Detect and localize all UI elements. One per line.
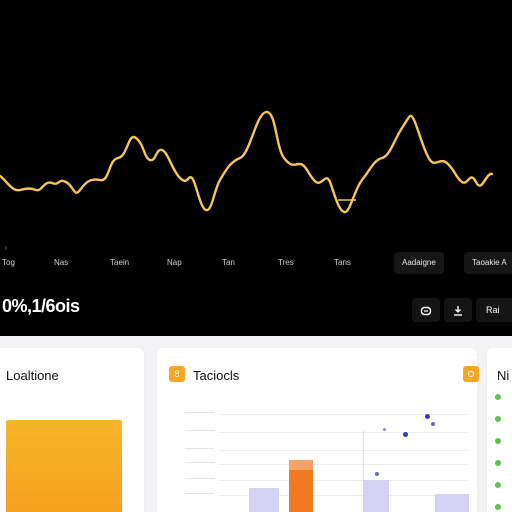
status-dot [495,482,501,488]
status-dot [495,460,501,466]
trend-line-chart [0,110,494,250]
gridline [219,480,467,481]
card-right-title: Ni [497,368,510,383]
card-left: Loaltione [0,348,144,512]
status-dot [495,416,501,422]
status-dot [495,438,501,444]
x-label: Taein [110,258,130,267]
gridline [219,450,467,451]
gridline [219,432,467,433]
x-label: Tan [222,258,235,267]
bar [289,460,313,512]
message-button[interactable] [412,298,440,322]
data-point [383,428,386,431]
x-label: Nap [167,258,182,267]
x-label: Nas [54,258,69,267]
y-tick: ————— [185,476,215,482]
trend-line [0,110,494,214]
bar [435,494,469,512]
status-dot [495,504,501,510]
y-tick: ————— [185,460,215,466]
gridline [219,495,467,496]
y-tick: ————— [185,491,215,497]
card-middle-badge: 8 [169,366,185,382]
gridline [219,464,467,465]
data-point [375,472,379,476]
x-label: Tog [2,258,15,267]
y-tick: ————— [185,428,215,434]
range-pill-right[interactable]: Taoakie A [464,252,512,274]
hero-panel: Tog Nas Taein Nap Tan Tres Tans Aadaigne… [0,0,512,336]
download-icon [452,303,464,317]
bar [363,480,389,512]
card-right: Ni [487,348,512,512]
right-card-badge [463,366,479,382]
status-dot [495,394,501,400]
card-middle: 8 Taciocls ————— ————— ————— ————— —————… [157,348,477,512]
range-pill-left[interactable]: Aadaigne [394,252,444,274]
y-tick: ————— [185,410,215,416]
bar [249,488,279,512]
data-point [425,414,430,419]
chart-divider [363,430,364,512]
card-middle-title: Taciocls [193,368,240,383]
x-label: Tans [334,258,351,267]
gridline [219,414,467,415]
data-point [431,422,435,426]
x-label: Tres [278,258,294,267]
headline-stat: 0%,1/6ois [2,296,80,316]
x-axis-labels: Tog Nas Taein Nap Tan Tres Tans [0,258,512,272]
card-left-title: Loaltione [6,368,59,383]
rai-button[interactable]: Rai [476,298,512,322]
download-button[interactable] [444,298,472,322]
orange-fill-block [6,420,122,512]
data-point [403,432,408,437]
y-tick: ————— [185,446,215,452]
message-icon [420,303,432,317]
bar-area [157,348,477,512]
